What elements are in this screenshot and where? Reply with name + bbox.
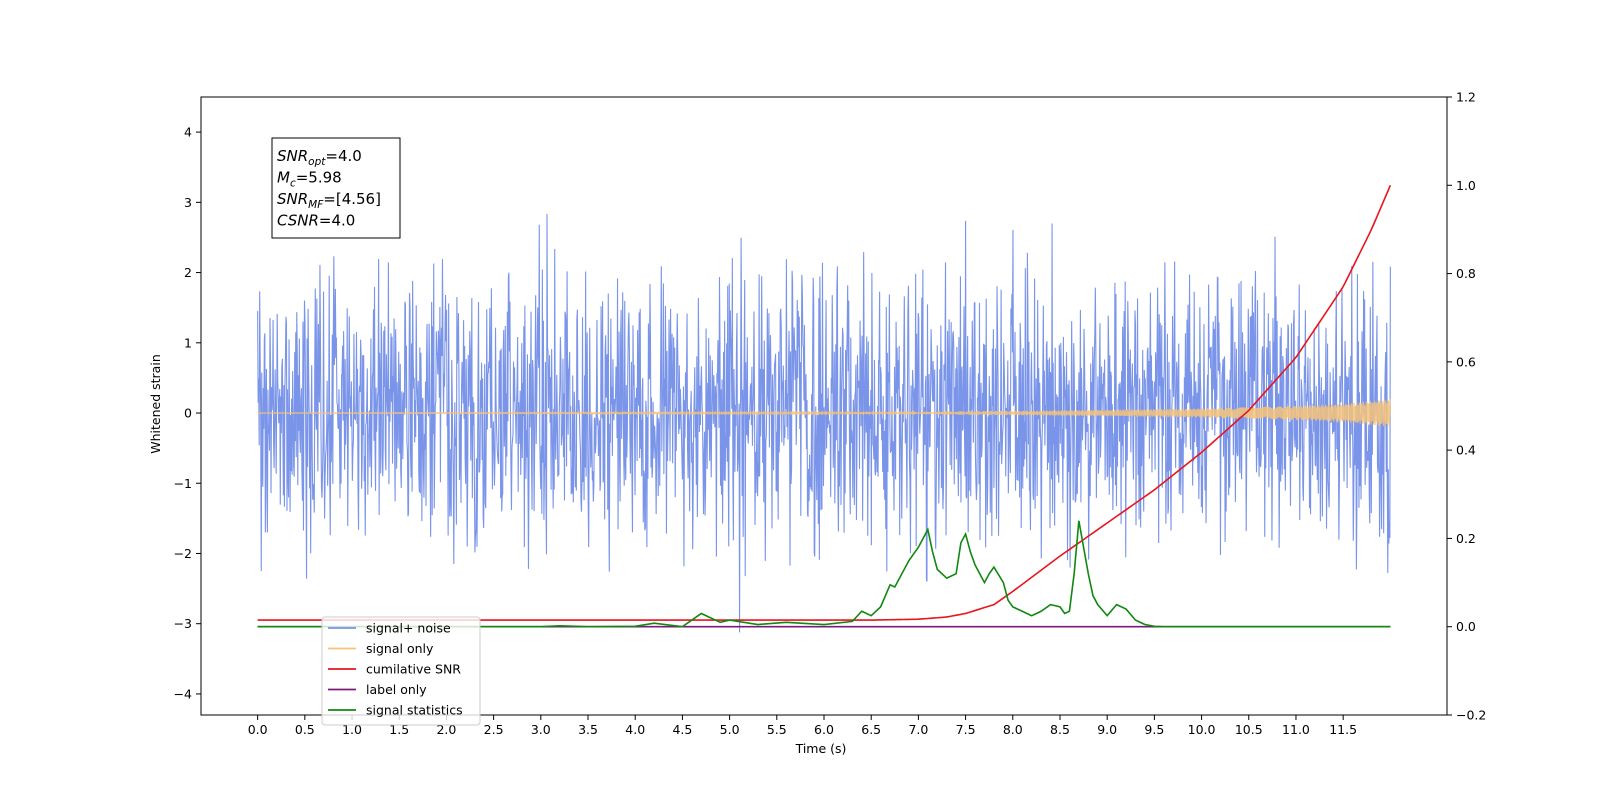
annotation-value: =4.0 bbox=[319, 212, 355, 230]
x-tick-label: 6.5 bbox=[861, 722, 881, 737]
legend-item-signal-statistics: signal statistics bbox=[328, 703, 463, 718]
y-tick-label: −4 bbox=[174, 686, 192, 701]
y-tick-label: 1 bbox=[184, 335, 192, 350]
x-tick-label: 4.5 bbox=[672, 722, 692, 737]
annotation-subscript: opt bbox=[308, 156, 326, 168]
legend-frame bbox=[321, 616, 481, 726]
x-tick-label: 10.0 bbox=[1188, 722, 1216, 737]
y2-tick-label: 0.8 bbox=[1456, 266, 1476, 281]
y-tick-label: −3 bbox=[174, 616, 192, 631]
x-tick-label: 4.0 bbox=[625, 722, 645, 737]
y2-tick-label: 0.4 bbox=[1456, 443, 1476, 458]
x-tick-label: 5.0 bbox=[720, 722, 740, 737]
y-axis-label: Whitened strain bbox=[148, 354, 163, 453]
annotation-value: =5.98 bbox=[296, 169, 342, 187]
x-tick-label: 0.0 bbox=[248, 722, 268, 737]
x-tick-label: 9.0 bbox=[1097, 722, 1117, 737]
x-tick-label: 9.5 bbox=[1144, 722, 1164, 737]
x-tick-label: 11.0 bbox=[1282, 722, 1310, 737]
legend-label: signal only bbox=[366, 641, 434, 656]
annotation-frame bbox=[271, 137, 401, 239]
y-tick-label: 0 bbox=[184, 406, 192, 421]
x-tick-label: 6.0 bbox=[814, 722, 834, 737]
legend-item-signal-noise: signal+ noise bbox=[328, 621, 451, 636]
legend-label: signal statistics bbox=[366, 703, 463, 718]
legend-item-signal-only: signal only bbox=[328, 641, 434, 656]
y2-tick-label: 0.6 bbox=[1456, 354, 1476, 369]
x-tick-label: 7.5 bbox=[956, 722, 976, 737]
y-tick-label: 4 bbox=[184, 125, 192, 140]
annotation-symbol: SNR bbox=[277, 190, 308, 208]
annotation-symbol: CSNR bbox=[277, 212, 319, 230]
axis-ticks: 0.0 0.5 1.0 1.5 2.0 2.5 3.0 3.5 4.0 4.5 5.0 5.5 6.0 6… bbox=[174, 90, 1487, 738]
series-signal-noise bbox=[257, 214, 1391, 633]
series-signal-only bbox=[257, 399, 1391, 427]
y-tick-label: 2 bbox=[184, 265, 192, 280]
annotation-subscript: c bbox=[290, 178, 296, 190]
annotation-line: CSNR=4.0 bbox=[277, 212, 355, 230]
x-tick-label: 8.5 bbox=[1050, 722, 1070, 737]
y-tick-label: −1 bbox=[174, 476, 192, 491]
annotation-line: Mc=5.98 bbox=[277, 169, 342, 190]
x-tick-label: 11.5 bbox=[1329, 722, 1357, 737]
annotation-symbol: M bbox=[277, 169, 290, 187]
y2-tick-label: −0.2 bbox=[1456, 708, 1486, 723]
x-tick-label: 1.0 bbox=[342, 722, 362, 737]
annotation-line: SNRopt=4.0 bbox=[277, 147, 362, 168]
y2-tick-label: 0.2 bbox=[1456, 531, 1476, 546]
legend-label: signal+ noise bbox=[366, 621, 451, 636]
legend-item-label-only: label only bbox=[328, 682, 427, 697]
annotation-value: =4.0 bbox=[325, 147, 361, 165]
x-tick-label: 0.5 bbox=[295, 722, 315, 737]
y2-tick-label: 1.0 bbox=[1456, 178, 1476, 193]
y2-tick-label: 0.0 bbox=[1456, 619, 1476, 634]
annotation-subscript: MF bbox=[308, 199, 324, 211]
annotation-symbol: SNR bbox=[277, 147, 308, 165]
x-tick-label: 5.5 bbox=[767, 722, 787, 737]
x-tick-label: 1.5 bbox=[389, 722, 409, 737]
annotation-line: SNRMF=[4.56] bbox=[277, 190, 381, 211]
legend-label: label only bbox=[366, 682, 427, 697]
legend-item-cumilative-snr: cumilative SNR bbox=[328, 662, 461, 677]
legend-label: cumilative SNR bbox=[366, 662, 461, 677]
y-tick-label: −2 bbox=[174, 546, 192, 561]
x-tick-label: 2.0 bbox=[436, 722, 456, 737]
x-tick-label: 3.0 bbox=[531, 722, 551, 737]
x-axis-label: Time (s) bbox=[795, 741, 847, 756]
x-tick-label: 3.5 bbox=[578, 722, 598, 737]
x-tick-label: 2.5 bbox=[484, 722, 504, 737]
legend: signal+ noise signal only cumilative SNR la… bbox=[321, 616, 481, 726]
x-tick-label: 7.0 bbox=[908, 722, 928, 737]
x-tick-label: 10.5 bbox=[1235, 722, 1263, 737]
x-tick-label: 8.0 bbox=[1003, 722, 1023, 737]
annotation-value: =[4.56] bbox=[323, 190, 381, 208]
y-tick-label: 3 bbox=[184, 195, 192, 210]
series-signal-statistics bbox=[257, 520, 1391, 628]
y2-tick-label: 1.2 bbox=[1456, 90, 1476, 105]
